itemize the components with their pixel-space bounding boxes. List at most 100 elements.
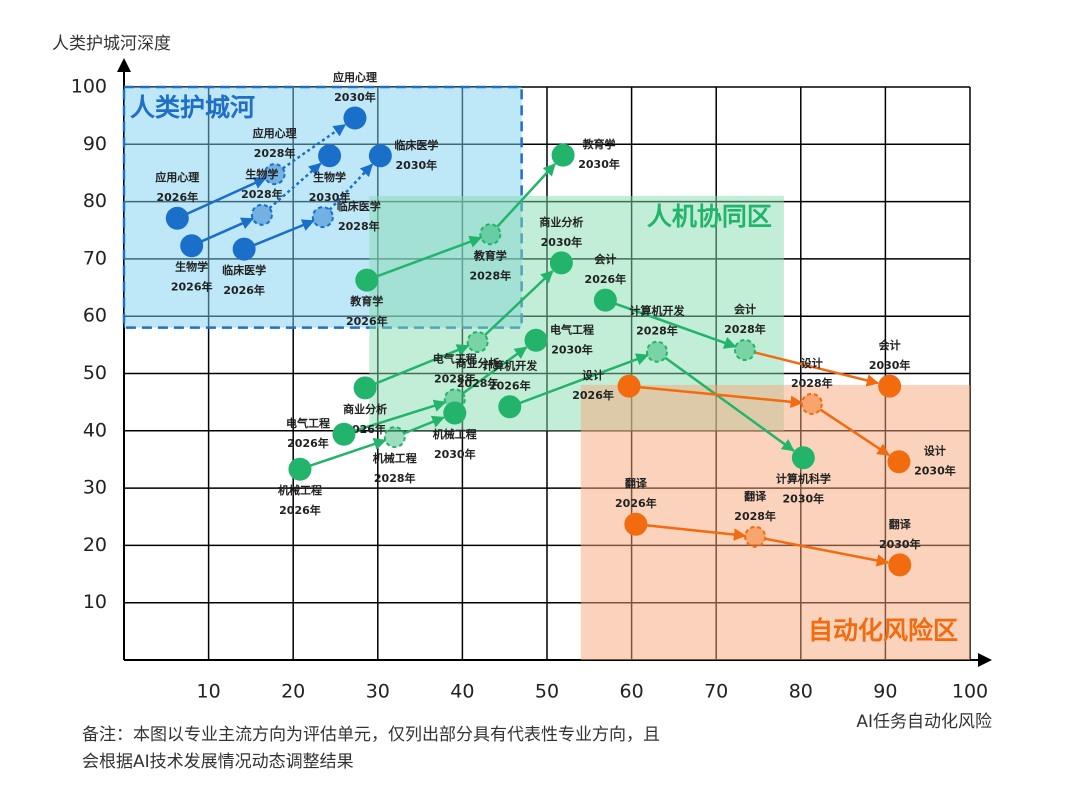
trend-arrow [282,123,347,170]
data-point [288,457,312,481]
trend-arrow [645,524,747,541]
point-year: 2028年 [338,219,380,233]
trend-arrow [353,399,447,433]
point-label: 教育学 [473,248,507,262]
data-point [232,237,256,261]
point-year: 2030年 [879,537,921,551]
trend-arrow [328,163,374,211]
y-tick-label: 30 [83,477,107,499]
point-year: 2030年 [914,464,956,478]
x-tick-label: 50 [535,681,559,703]
point-year: 2028年 [374,471,416,485]
data-point [617,374,641,398]
point-label: 机械工程 [433,427,477,441]
trend-arrow [268,162,322,210]
point-year: 2026年 [346,314,388,328]
data-point [250,203,273,226]
trend-arrow [373,344,470,386]
point-label: 商业分析 [343,402,387,416]
note: 备注：本图以专业主流方向为评估单元，仅列出部分具有代表性专业方向，且 [82,725,660,745]
data-point [332,422,356,446]
point-year: 2028年 [734,509,776,523]
data-point [353,376,377,400]
trend-arrow [754,351,880,387]
point-label: 计算机科学 [776,472,831,486]
point-year: 2026年 [287,436,329,450]
point-year: 2028年 [457,376,499,390]
point-year: 2026年 [585,272,627,286]
data-point [888,553,912,577]
point-label: 应用心理 [333,70,377,84]
point-label: 商业分析 [539,215,583,229]
point-label: 应用心理 [155,170,199,184]
trend-arrow [462,346,528,395]
point-label: 翻译 [744,489,767,503]
data-point [800,392,823,415]
data-point [443,401,467,425]
point-year: 2026年 [572,388,614,402]
point-year: 2026年 [223,283,265,297]
data-point [263,163,286,186]
point-year: 2030年 [434,447,476,461]
y-tick-label: 80 [83,190,107,212]
point-year: 2030年 [541,235,583,249]
data-point [549,251,573,275]
point-label: 临床医学 [394,138,438,152]
y-tick-label: 90 [83,133,107,155]
y-tick-label: 40 [83,419,107,441]
data-point [318,144,342,168]
data-point [744,525,767,548]
trend-arrow [200,217,254,243]
x-tick-label: 40 [450,681,474,703]
y-tick-label: 20 [83,534,107,556]
x-tick-label: 20 [281,681,305,703]
point-label: 计算机开发 [482,359,538,373]
point-year: 2026年 [156,190,198,204]
data-point [624,512,648,536]
point-year: 2028年 [470,268,512,282]
data-point [498,395,522,419]
x-axis-label: AI任务自动化风险 [856,712,992,732]
point-year: 2028年 [636,324,678,338]
point-label: 生物学 [245,167,278,181]
data-point [355,268,379,292]
data-point [551,143,575,167]
point-year: 2026年 [489,379,531,393]
point-label: 设计 [924,444,946,458]
point-label: 电气工程 [433,351,477,365]
x-tick-label: 90 [873,681,897,703]
point-year: 2030年 [396,158,438,172]
point-year: 2028年 [791,376,833,390]
y-tick-label: 60 [83,305,107,327]
trend-arrow [764,537,890,567]
trend-arrow [518,353,649,405]
point-year: 2030年 [869,358,911,372]
data-point [733,339,756,362]
point-label: 临床医学 [337,199,381,213]
point-label: 电气工程 [286,416,330,430]
point-label: 机械工程 [278,483,322,497]
y-tick-label: 10 [83,591,107,613]
point-year: 2026年 [615,496,657,510]
point-label: 商业分析 [456,356,500,370]
x-tick-label: 10 [197,681,221,703]
data-point [165,206,189,230]
point-year: 2028年 [254,146,296,160]
point-label: 翻译 [889,517,912,531]
point-year: 2030年 [783,492,825,506]
trend-arrow [252,219,315,247]
data-point [645,340,668,363]
region-label: 自动化风险区 [808,616,958,645]
data-point [368,144,392,168]
point-label: 会计 [594,252,616,266]
trend-arrow [638,385,804,409]
y-tick-label: 50 [83,362,107,384]
data-point [479,223,502,246]
data-point [878,374,902,398]
trend-arrow [403,415,445,435]
point-year: 2030年 [578,157,620,171]
point-label: 翻译 [625,476,648,490]
point-year: 2030年 [334,90,376,104]
trend-arrow [309,437,387,468]
